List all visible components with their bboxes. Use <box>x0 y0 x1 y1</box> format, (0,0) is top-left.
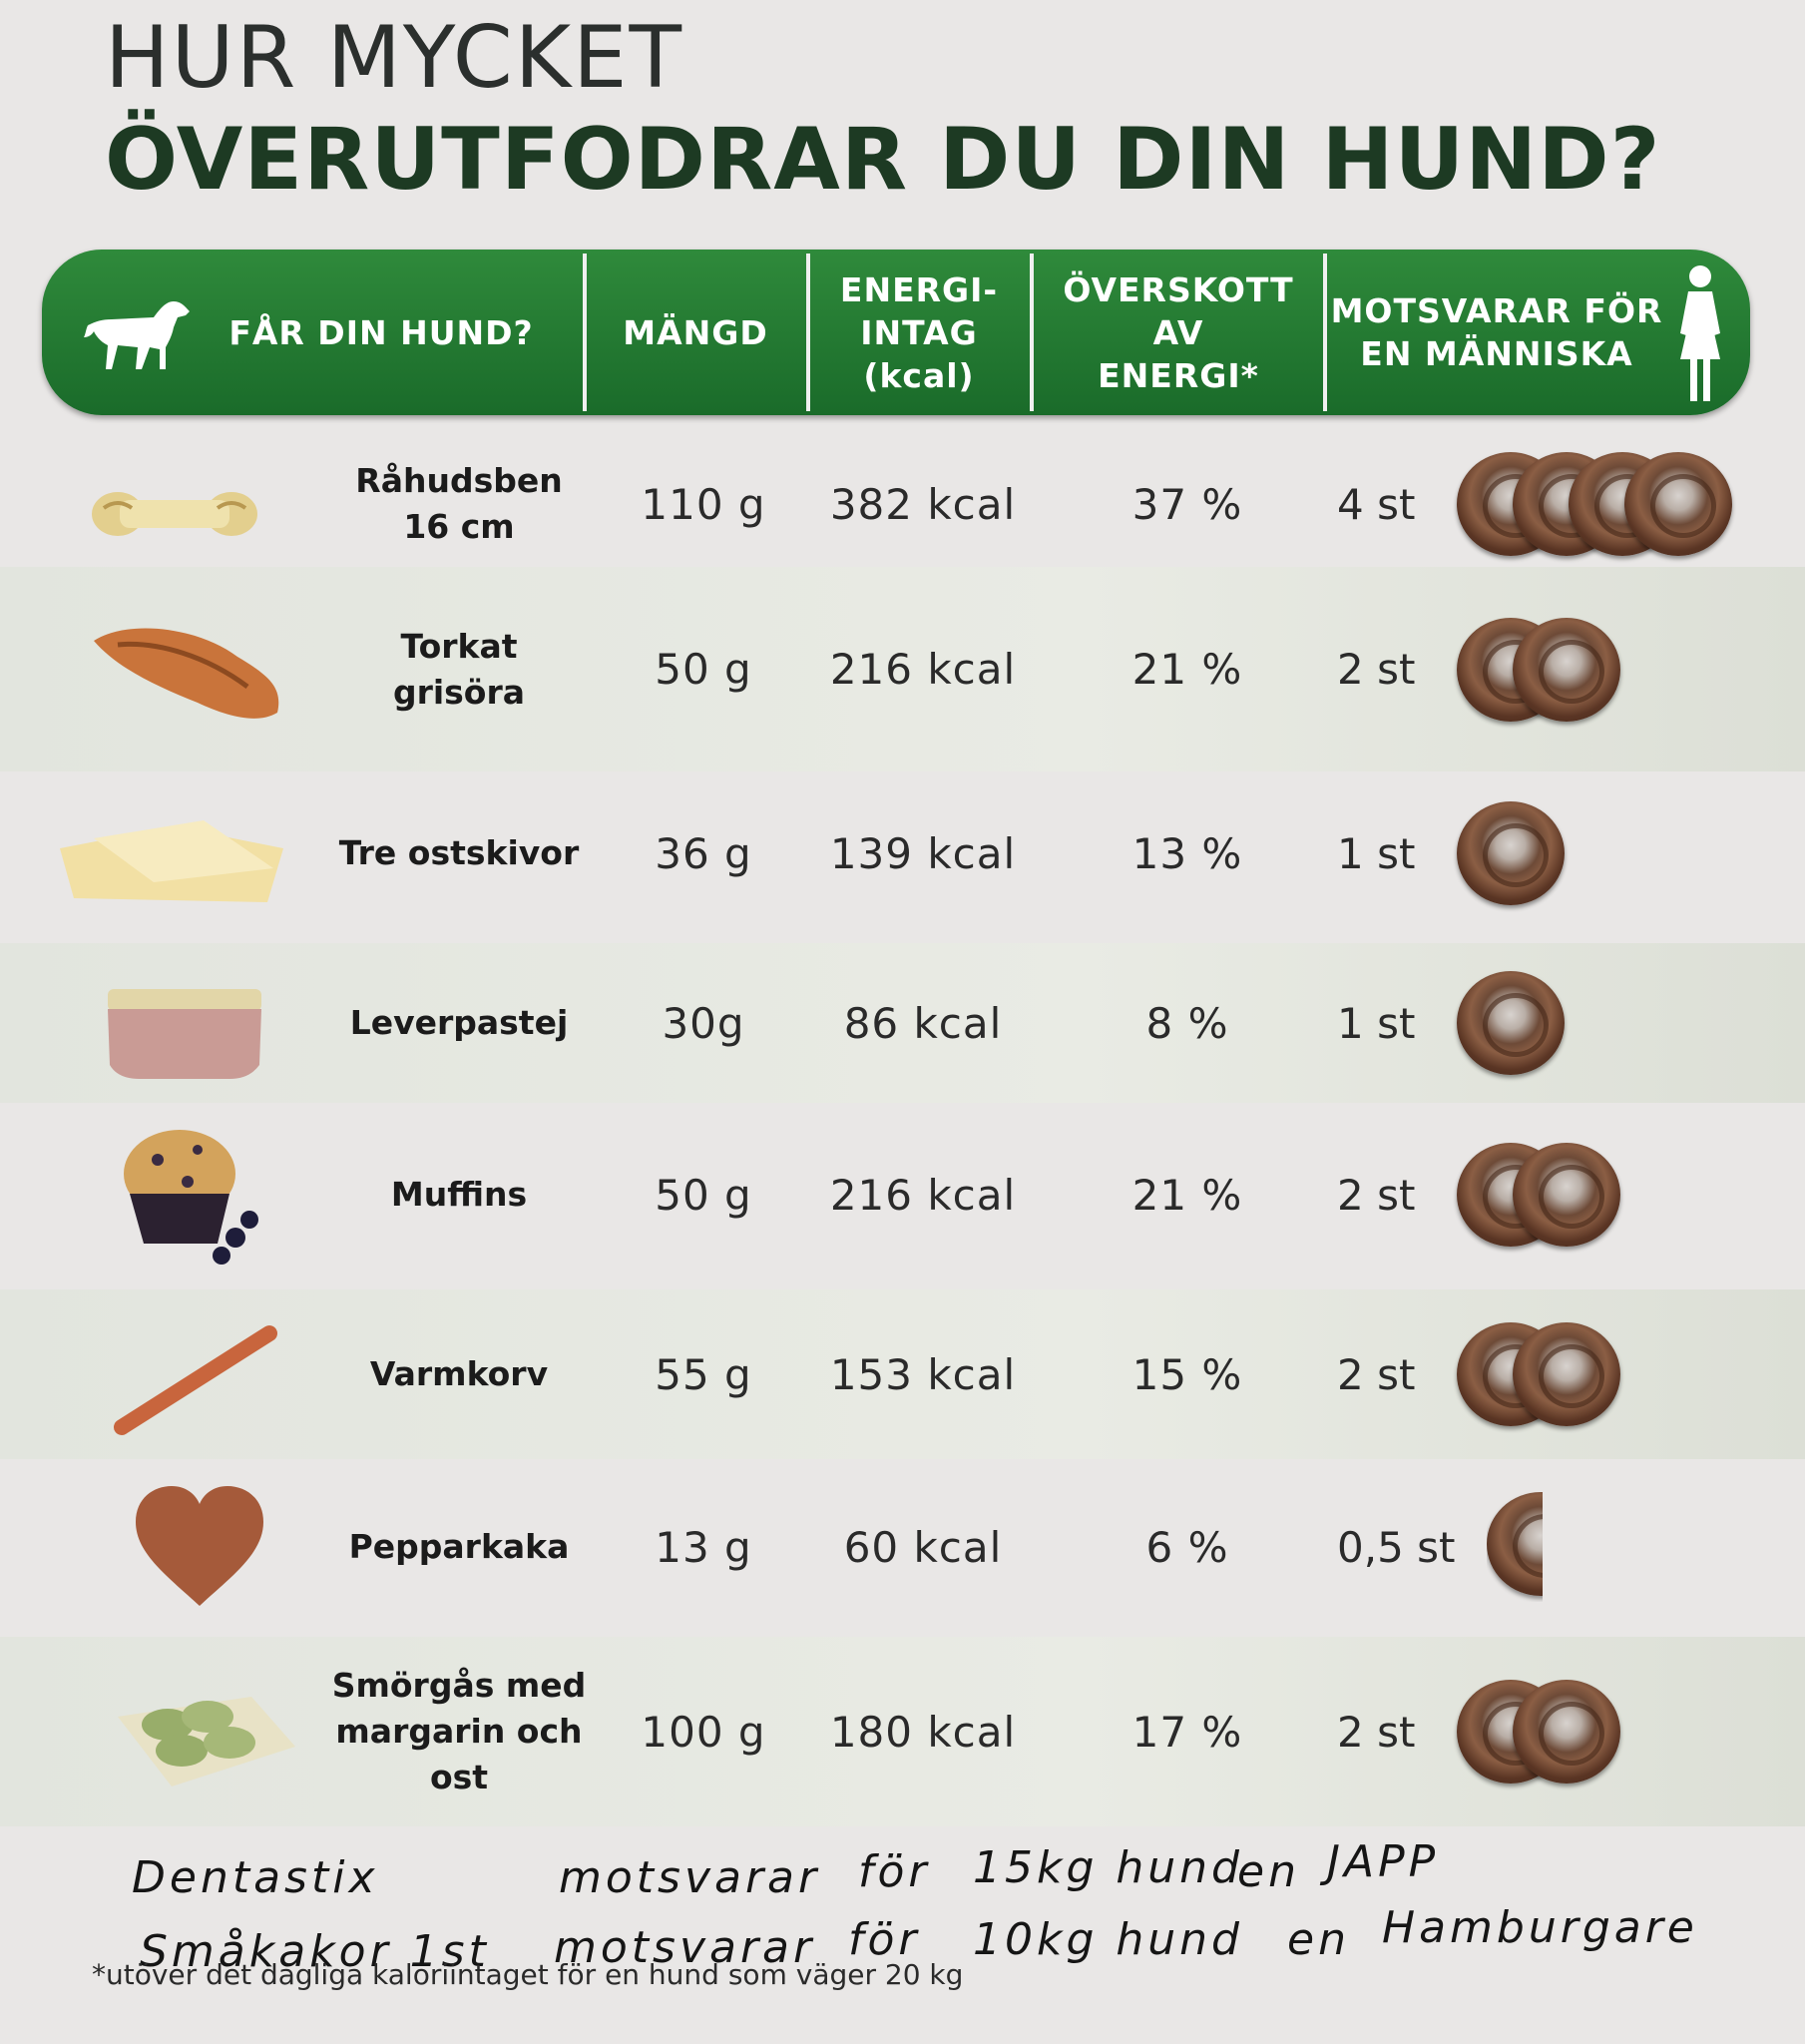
handwritten-note: 10kg hund <box>973 1914 1243 1965</box>
pig-ear-icon <box>88 617 287 731</box>
cinnamon-bun-icon <box>1624 452 1732 556</box>
cinnamon-bun-group <box>1457 1110 1620 1279</box>
excess-value: 37 % <box>1131 479 1243 529</box>
header-food: FÅR DIN HUND? <box>228 312 534 352</box>
handwritten-note: för <box>848 1914 921 1965</box>
human-equivalent-count: 2 st <box>1337 1349 1416 1399</box>
food-name: Varmkorv <box>369 1354 549 1393</box>
excess-value: 15 % <box>1131 1349 1243 1399</box>
handwritten-note: för <box>858 1846 931 1897</box>
human-equivalent-count: 1 st <box>1337 828 1416 878</box>
excess-value: 8 % <box>1145 998 1229 1048</box>
human-equivalent-count: 1 st <box>1337 998 1416 1048</box>
cinnamon-bun-icon <box>1513 1143 1620 1247</box>
excess-value: 21 % <box>1131 645 1243 694</box>
handwritten-note: en <box>1287 1914 1350 1965</box>
food-name: Muffins <box>390 1175 528 1214</box>
cinnamon-bun-group <box>1457 567 1620 771</box>
handwritten-note: Småkakor 1st <box>140 1926 490 1977</box>
food-name: Pepparkaka <box>348 1527 570 1566</box>
cinnamon-bun-icon <box>1513 617 1620 722</box>
title-line-2: ÖVERUTFODRAR DU DIN HUND? <box>105 110 1661 210</box>
cinnamon-bun-group <box>1457 943 1565 1103</box>
half-cinnamon-bun-icon <box>1487 1492 1543 1602</box>
table-row: Smörgås med margarin och ost 100 g 180 kca… <box>0 1637 1805 1826</box>
human-equivalent-count: 2 st <box>1337 1170 1416 1220</box>
human-equivalent-count: 0,5 st <box>1337 1522 1456 1572</box>
food-name: Tre ostskivor <box>338 833 580 872</box>
cinnamon-bun-group <box>1457 1637 1620 1826</box>
excess-value: 17 % <box>1131 1707 1243 1757</box>
energy-value: 382 kcal <box>829 479 1017 529</box>
cinnamon-bun-group <box>1457 778 1565 928</box>
header-divider <box>806 254 810 411</box>
excess-value: 6 % <box>1145 1522 1229 1572</box>
cheese-slices-icon <box>54 808 293 912</box>
energy-value: 216 kcal <box>829 645 1017 694</box>
energy-value: 153 kcal <box>829 1349 1017 1399</box>
footnote: *utöver det dagliga kaloriintaget för en… <box>92 1958 964 1991</box>
food-name: Leverpastej <box>349 1003 569 1042</box>
header-excess: ÖVERSKOTT AV ENERGI* <box>1063 269 1294 395</box>
table-row: Tre ostskivor 36 g 139 kcal 13 % 1 st <box>0 778 1805 928</box>
cinnamon-bun-icon <box>1513 1680 1620 1784</box>
liver-pate-icon <box>100 983 269 1087</box>
rawhide-bone-icon <box>90 474 259 558</box>
handwritten-note: motsvarar <box>559 1852 821 1903</box>
excess-value: 13 % <box>1131 828 1243 878</box>
hot-dog-sausage-icon <box>112 1319 281 1443</box>
gingerbread-heart-icon <box>130 1482 269 1616</box>
muffin-icon <box>118 1120 267 1274</box>
amount-value: 36 g <box>655 828 752 878</box>
cinnamon-bun-group <box>1487 1467 1543 1627</box>
handwritten-note: 15kg hund <box>973 1842 1243 1893</box>
header-divider <box>583 254 587 411</box>
amount-value: 55 g <box>655 1349 752 1399</box>
energy-value: 139 kcal <box>829 828 1017 878</box>
handwritten-note: motsvarar <box>554 1922 816 1973</box>
table-row: Varmkorv 55 g 153 kcal 15 % 2 st <box>0 1289 1805 1459</box>
header-amount: MÄNGD <box>623 312 768 352</box>
energy-value: 86 kcal <box>843 998 1003 1048</box>
handwritten-note: Dentastix <box>132 1852 379 1903</box>
amount-value: 50 g <box>655 1170 752 1220</box>
table-row: Råhudsben 16 cm 110 g 382 kcal 37 % 4 st <box>0 419 1805 589</box>
cinnamon-bun-icon <box>1457 801 1565 905</box>
table-row: Muffins 50 g 216 kcal 21 % 2 st <box>0 1110 1805 1279</box>
amount-value: 100 g <box>641 1707 766 1757</box>
handwritten-note: en <box>1237 1846 1300 1897</box>
sandwich-icon <box>112 1677 301 1800</box>
energy-value: 180 kcal <box>829 1707 1017 1757</box>
amount-value: 13 g <box>655 1522 752 1572</box>
human-equivalent-count: 2 st <box>1337 1707 1416 1757</box>
excess-value: 21 % <box>1131 1170 1243 1220</box>
table-row: Leverpastej 30g 86 kcal 8 % 1 st <box>0 943 1805 1103</box>
amount-value: 50 g <box>655 645 752 694</box>
human-equivalent-count: 4 st <box>1337 479 1416 529</box>
dog-icon <box>84 301 190 369</box>
header-divider <box>1030 254 1034 411</box>
table-row: Pepparkaka 13 g 60 kcal 6 % 0,5 st <box>0 1467 1805 1627</box>
header-energy: ENERGI- INTAG (kcal) <box>839 269 999 395</box>
energy-value: 216 kcal <box>829 1170 1017 1220</box>
food-name: Smörgås med margarin och ost <box>331 1666 587 1796</box>
title-line-1: HUR MYCKET <box>105 8 684 108</box>
header-divider <box>1323 254 1327 411</box>
food-name: Råhudsben 16 cm <box>355 461 563 546</box>
amount-value: 110 g <box>641 479 766 529</box>
cinnamon-bun-icon <box>1513 1322 1620 1426</box>
handwritten-note: Hamburgare <box>1382 1902 1698 1953</box>
food-name: Torkat grisöra <box>392 626 526 712</box>
cinnamon-bun-icon <box>1457 971 1565 1075</box>
human-equivalent-count: 2 st <box>1337 645 1416 694</box>
cinnamon-bun-group <box>1457 419 1732 589</box>
amount-value: 30g <box>662 998 745 1048</box>
energy-value: 60 kcal <box>843 1522 1003 1572</box>
handwritten-note: JAPP <box>1327 1836 1440 1887</box>
table-header: FÅR DIN HUND? MÄNGD ENERGI- INTAG (kcal)… <box>42 250 1750 415</box>
woman-icon <box>1680 265 1720 401</box>
table-row: Torkat grisöra 50 g 216 kcal 21 % 2 st <box>0 567 1805 771</box>
header-human: MOTSVARAR FÖR EN MÄNNISKA <box>1330 291 1663 373</box>
cinnamon-bun-group <box>1457 1289 1620 1459</box>
